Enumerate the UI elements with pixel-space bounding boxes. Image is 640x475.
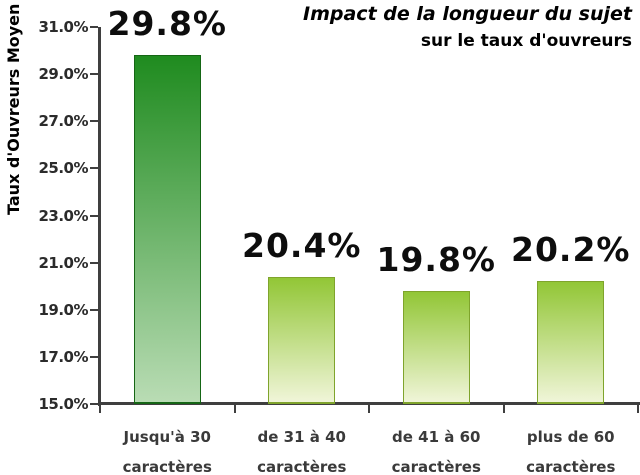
bar-value-label: 20.4% (242, 225, 362, 265)
y-axis-title: Taux d'Ouvreurs Moyen (4, 3, 23, 215)
bar-value-label: 20.2% (511, 230, 631, 270)
y-tick-label: 23.0% (38, 206, 88, 225)
y-tick-label: 21.0% (38, 253, 88, 272)
x-tick-mark (99, 404, 101, 413)
y-axis-line (98, 27, 101, 406)
x-category-label-line: plus de 60 (526, 428, 615, 446)
x-tick-mark (368, 404, 370, 413)
y-tick-label: 25.0% (38, 159, 88, 178)
y-tick-mark (90, 73, 98, 76)
x-tick-mark (233, 404, 236, 413)
bar (537, 281, 605, 404)
bar (133, 55, 201, 404)
x-category-label-line: de 41 à 60 (392, 428, 481, 446)
chart-title: Impact de la longueur du sujet sur le ta… (303, 1, 632, 55)
y-tick-label: 15.0% (38, 395, 88, 413)
y-tick-mark (90, 308, 98, 311)
y-tick-label: 29.0% (38, 65, 88, 84)
x-category-label-line: de 31 à 40 (257, 428, 346, 446)
x-tick-mark (502, 404, 505, 413)
x-category-label: de 31 à 40 caractères (235, 422, 370, 475)
y-tick-mark (90, 355, 98, 358)
x-category-label-line: caractères (526, 458, 616, 475)
x-category-label: Jusqu'à 30 caractères (100, 422, 235, 475)
y-tick-mark (90, 261, 98, 264)
bar (268, 276, 336, 404)
y-tick-mark (90, 120, 98, 123)
y-tick-mark (90, 167, 98, 170)
x-category-label-line: Jusqu'à 30 (123, 428, 211, 446)
chart-title-line2: sur le taux d'ouvreurs (420, 31, 632, 51)
y-tick-label: 31.0% (38, 18, 88, 36)
bar-value-label: 29.8% (107, 4, 227, 44)
y-tick-label: 19.0% (38, 300, 88, 319)
y-tick-label: 17.0% (38, 347, 88, 366)
y-tick-mark (90, 403, 98, 405)
x-category-label: plus de 60 caractères (504, 422, 639, 475)
chart-title-line1: Impact de la longueur du sujet (303, 3, 632, 25)
y-tick-mark (90, 214, 98, 217)
x-axis-line (98, 402, 640, 405)
bar-value-label: 19.8% (376, 239, 496, 279)
y-tick-mark (90, 26, 98, 28)
bar (402, 290, 470, 404)
x-tick-mark (637, 404, 639, 413)
x-category-label-line: caractères (391, 458, 481, 475)
x-category-label-line: caractères (122, 458, 212, 475)
x-category-label: de 41 à 60 caractères (369, 422, 504, 475)
y-tick-label: 27.0% (38, 112, 88, 131)
x-category-label-line: caractères (257, 458, 347, 475)
